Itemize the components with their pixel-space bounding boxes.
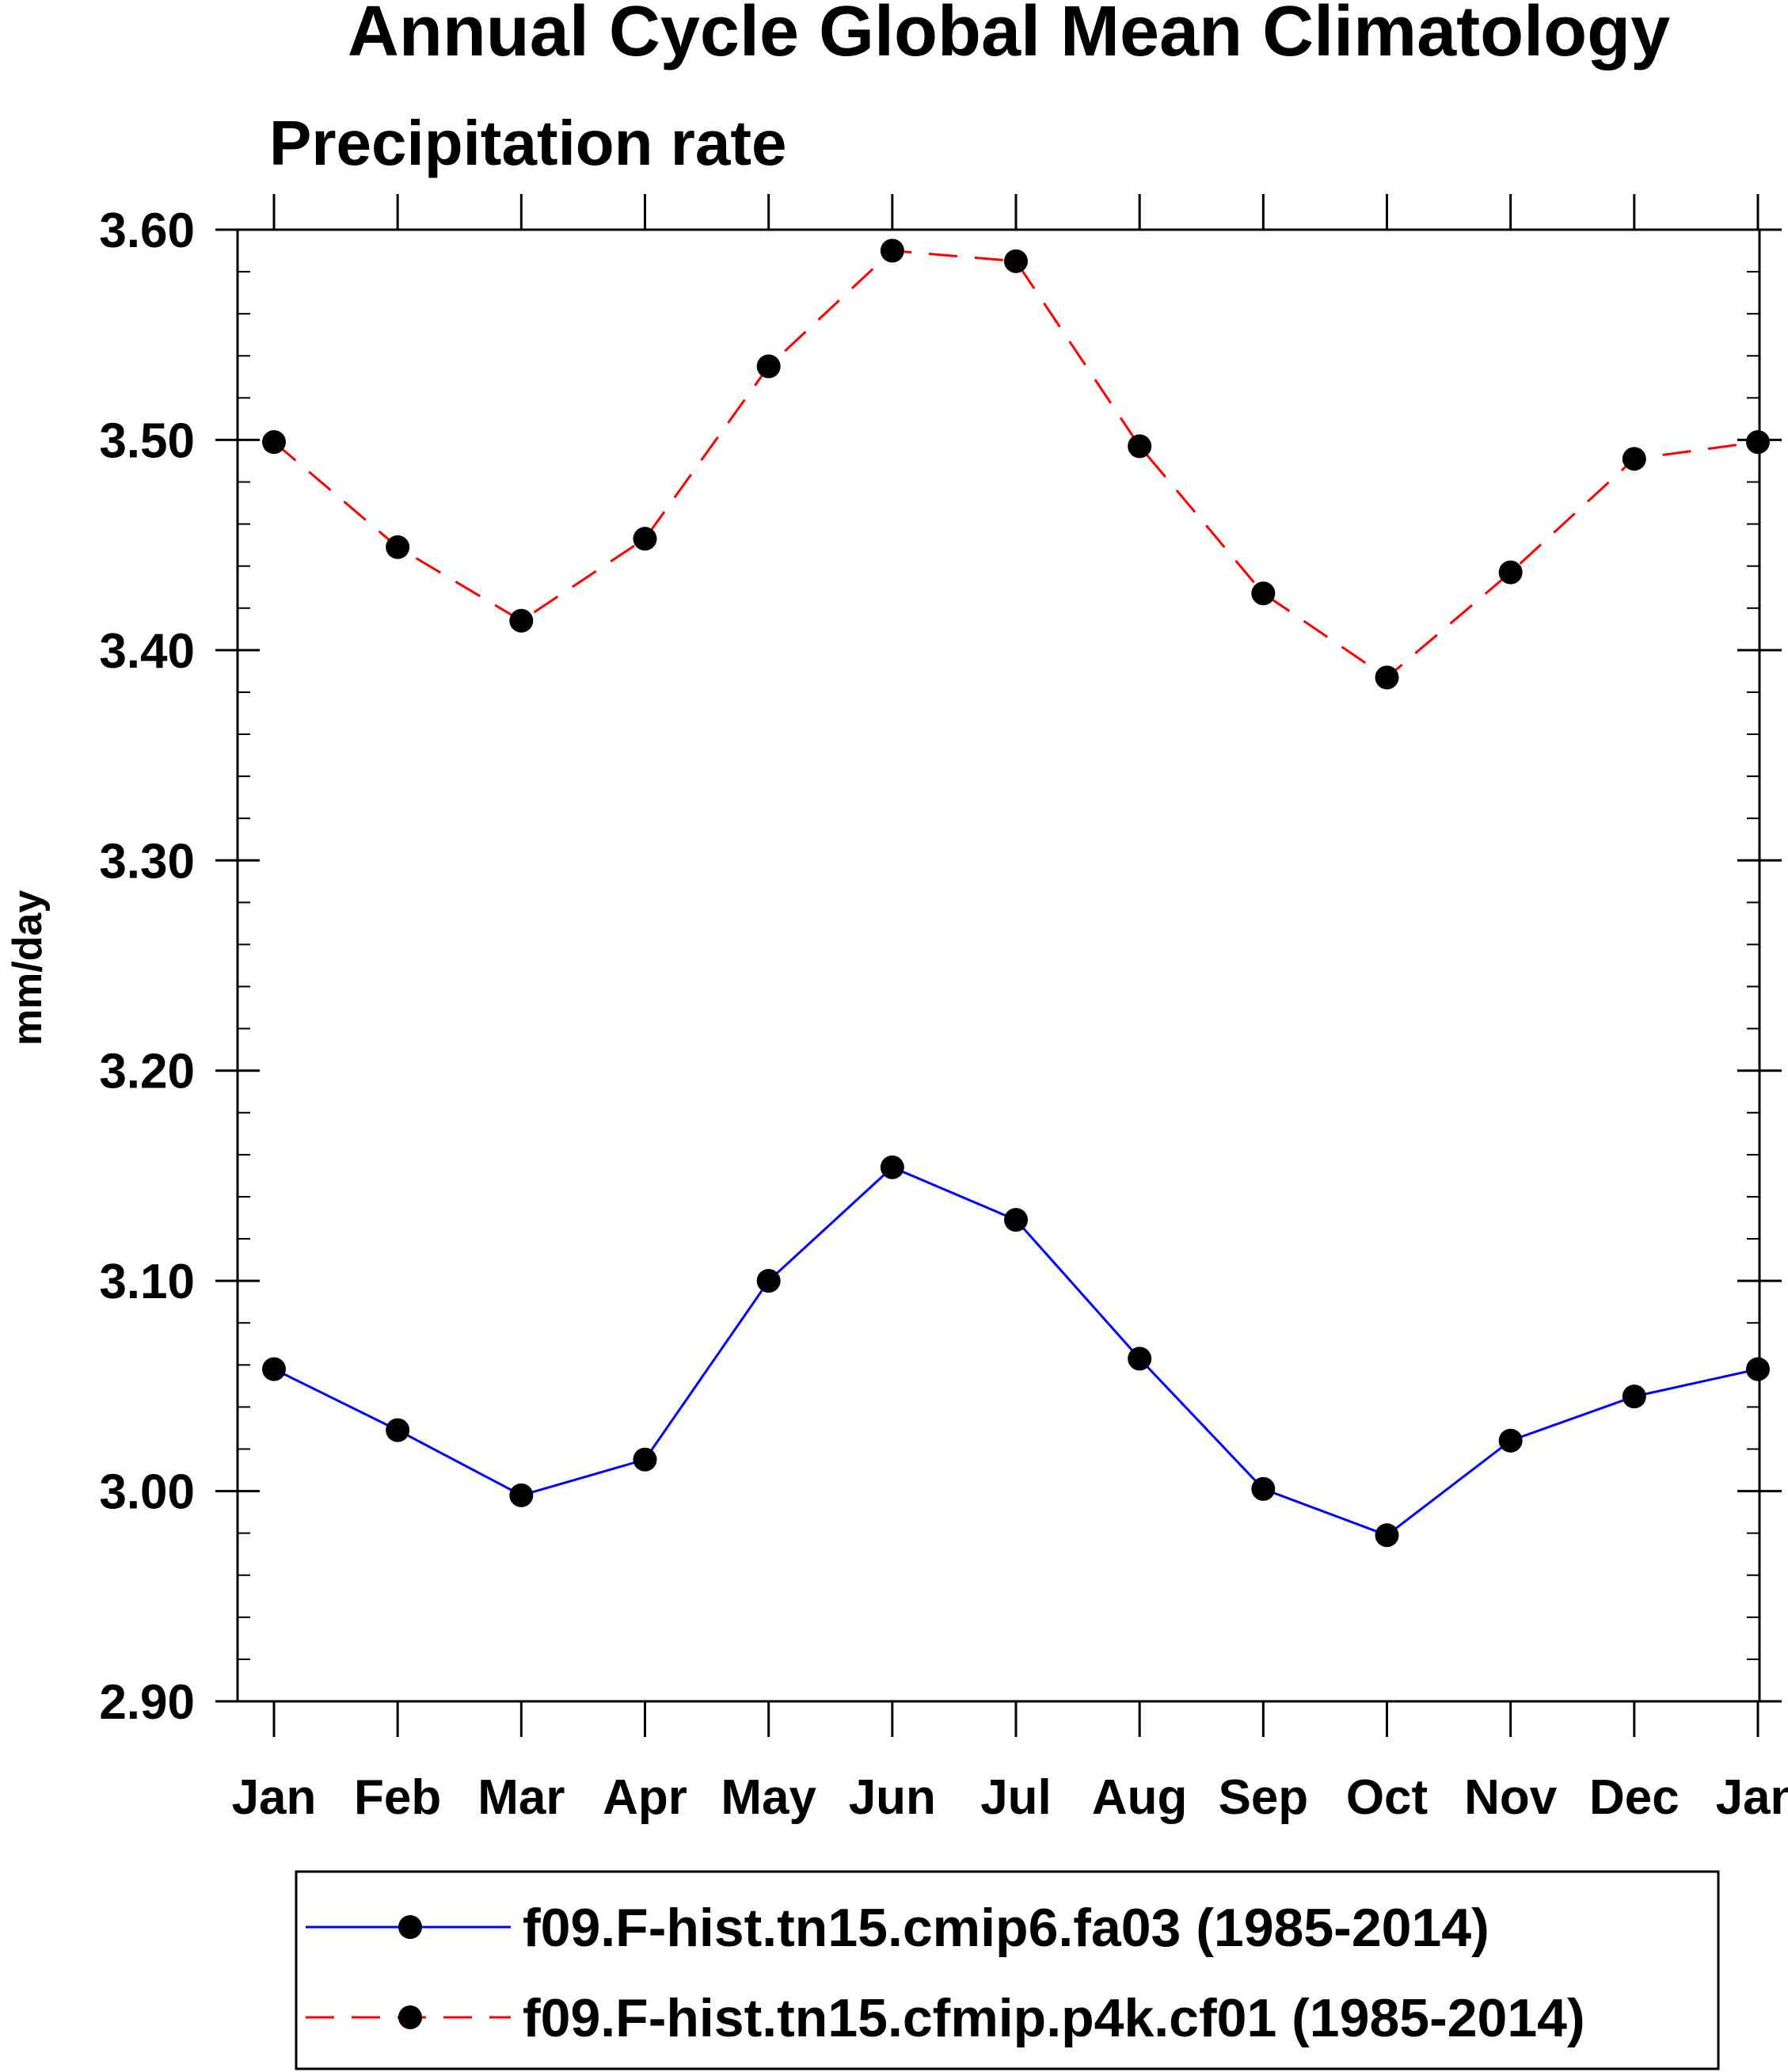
data-point [262,430,286,455]
chart-title: Annual Cycle Global Mean Climatology [348,0,1670,71]
data-point [509,1483,534,1507]
data-point [756,1269,781,1293]
axes: Jan Feb Mar Apr May Jun Jul Aug Sep Oct Nov Dec Jan 2… [99,194,1788,1825]
data-point [262,1357,286,1381]
x-tick-label: Nov [1464,1770,1558,1825]
x-tick-label: May [721,1770,816,1825]
data-point [880,1155,904,1179]
x-tick-label: Mar [477,1770,565,1825]
data-point [509,608,534,633]
y-tick-label: 3.20 [99,1045,195,1099]
x-tick-label: Jan [232,1770,317,1825]
x-tick-label: Dec [1589,1770,1680,1825]
data-point [1251,1476,1276,1501]
series-line [273,249,1759,680]
x-tick-label: Aug [1092,1770,1188,1825]
data-point [880,238,904,263]
data-point [386,1418,410,1442]
data-point [386,535,410,559]
data-point [1128,1346,1152,1371]
series-2 [262,238,1770,690]
data-point [633,1447,657,1472]
data-point [1746,430,1770,455]
legend-label-1: f09.F-hist.tn15.cmip6.fa03 (1985-2014) [523,1898,1489,1958]
legend-marker-1 [398,1915,422,1939]
y-axis-label: mm/day [5,890,51,1046]
data-point [633,527,657,551]
y-tick-label: 3.00 [99,1465,195,1520]
data-point [1251,581,1276,606]
x-tick-label: Oct [1346,1770,1428,1825]
legend-label-2: f09.F-hist.tn15.cfmip.p4k.cf01 (1985-201… [523,1988,1585,2048]
x-tick-label: Sep [1218,1770,1308,1825]
y-tick-label: 3.50 [99,413,195,468]
data-point [1622,1385,1646,1409]
data-point [1128,434,1152,459]
legend-box [295,1870,1720,2070]
chart-subtitle: Precipitation rate [269,108,787,178]
data-point [1746,1357,1770,1381]
y-tick-label: 3.30 [99,834,195,889]
series-1 [262,1155,1770,1548]
x-tick-label: Jul [980,1770,1052,1825]
y-tick-label: 3.10 [99,1255,195,1309]
data-point [1004,249,1028,273]
x-tick-label: Apr [603,1770,687,1825]
plot-frame [236,228,1761,1703]
data-point [1004,1208,1028,1232]
series-layer [262,238,1770,1548]
y-tick-label: 3.60 [99,204,195,258]
x-tick-label: Feb [354,1770,441,1825]
data-point [756,354,781,379]
y-tick-label: 3.40 [99,624,195,679]
y-tick-label: 2.90 [99,1675,195,1730]
legend: f09.F-hist.tn15.cmip6.fa03 (1985-2014) f0… [295,1870,1720,2070]
data-point [1498,1428,1523,1453]
x-tick-label: Jun [849,1770,936,1825]
data-point [1498,560,1523,585]
data-point [1375,1523,1399,1548]
x-tick-label: Jan [1716,1770,1788,1825]
legend-marker-2 [398,2005,422,2029]
data-point [1375,665,1399,690]
data-point [1622,447,1646,471]
